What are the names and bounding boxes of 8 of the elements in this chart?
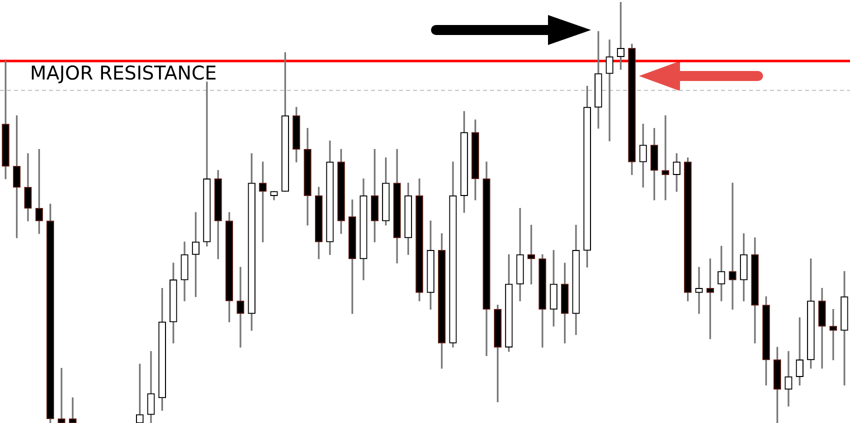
ref-line-label: MAJOR RESISTANCE	[30, 62, 217, 84]
candlestick	[728, 182, 736, 310]
candlestick	[784, 351, 792, 406]
candlestick	[236, 266, 244, 348]
candlestick	[606, 40, 614, 142]
candlestick	[695, 266, 703, 314]
candlestick	[662, 115, 670, 200]
candlestick	[58, 368, 66, 423]
